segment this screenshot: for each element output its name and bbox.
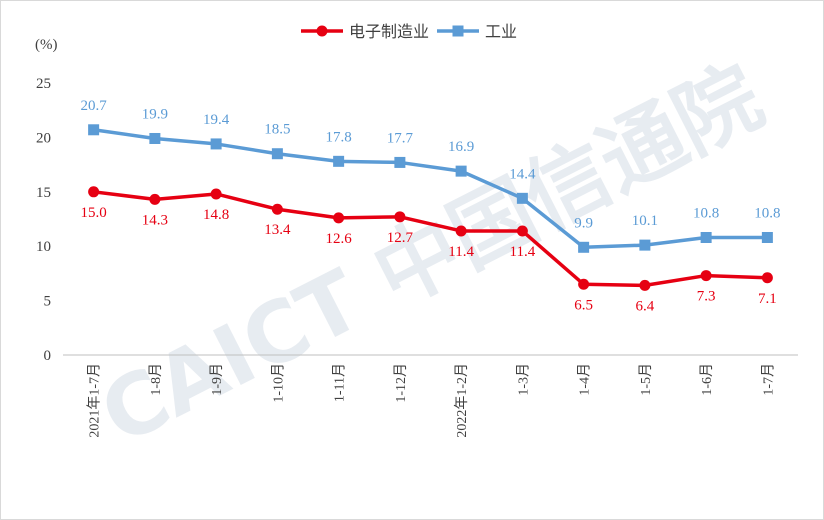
data-label: 9.9 (574, 215, 593, 231)
data-point (210, 188, 222, 200)
data-label: 17.7 (387, 130, 414, 146)
data-point (149, 193, 161, 205)
data-label: 7.1 (758, 291, 777, 307)
data-label: 10.1 (632, 213, 658, 229)
x-tick-label: 1-8月 (148, 363, 164, 396)
x-tick-label: 1-5月 (638, 363, 654, 396)
data-label: 11.4 (510, 244, 536, 260)
legend-label: 电子制造业 (349, 23, 429, 41)
legend: 电子制造业 工业 (301, 23, 517, 41)
legend-marker (452, 25, 464, 37)
data-label: 10.8 (693, 205, 719, 221)
x-tick-label: 1-6月 (699, 363, 715, 396)
data-point (455, 165, 467, 177)
data-point (578, 278, 590, 290)
data-point (333, 155, 345, 167)
data-point (761, 272, 773, 284)
data-label: 13.4 (264, 222, 291, 238)
x-tick-label: 1-3月 (515, 363, 531, 396)
y-tick-label: 25 (36, 76, 51, 92)
y-unit-label: (%) (35, 37, 58, 53)
series-line (93, 128, 768, 250)
x-tick-label: 1-9月 (209, 363, 225, 396)
y-tick-label: 10 (36, 239, 51, 255)
data-label: 20.7 (81, 98, 108, 114)
legend-item: 电子制造业 (301, 23, 429, 41)
y-tick-label: 15 (36, 185, 51, 201)
y-tick-label: 0 (44, 348, 52, 364)
y-tick-label: 20 (36, 130, 51, 146)
data-label: 15.0 (81, 205, 107, 221)
x-tick-label: 1-12月 (393, 363, 409, 403)
data-point (639, 279, 651, 291)
data-point (516, 225, 528, 237)
data-label: 18.5 (264, 122, 290, 138)
x-tick-label: 1-10月 (270, 363, 286, 403)
data-label: 12.6 (326, 231, 353, 247)
x-tick-label: 1-7月 (760, 363, 776, 396)
data-label: 14.3 (142, 212, 168, 228)
x-tick-label: 1-4月 (577, 363, 593, 396)
data-point (455, 225, 467, 237)
data-point (700, 270, 712, 282)
watermark: CAICT 中国信通院 (86, 47, 777, 464)
data-point (149, 132, 161, 144)
series-layer: 15.0 14.3 14.8 13.4 12.6 12.7 11.4 11.4 6.5 6.4 7.… (81, 98, 781, 315)
data-point (394, 211, 406, 223)
data-point (578, 241, 590, 253)
data-label: 6.4 (636, 298, 655, 314)
x-tick-label: 2021年1-7月 (87, 363, 103, 438)
legend-marker (316, 25, 328, 37)
data-label: 16.9 (448, 139, 474, 155)
data-point (394, 156, 406, 168)
data-label: 6.5 (574, 297, 593, 313)
series-industry: 20.7 19.9 19.4 18.5 17.8 17.7 16.9 14.4 9.9 10.1 1… (81, 98, 781, 253)
x-tick-label: 2022年1-2月 (454, 363, 470, 438)
data-point (271, 148, 283, 160)
data-label: 10.8 (754, 205, 780, 221)
data-label: 19.4 (203, 112, 230, 128)
series-line (93, 190, 768, 288)
data-point (516, 192, 528, 204)
legend-label: 工业 (485, 23, 517, 41)
x-axis-ticks: 2021年1-7月 1-8月 1-9月 1-10月 1-11月 1-12月 2022年1-2… (87, 363, 777, 438)
data-point (639, 239, 651, 251)
data-label: 14.4 (509, 166, 536, 182)
data-point (210, 138, 222, 150)
data-label: 17.8 (326, 129, 352, 145)
y-tick-label: 5 (44, 294, 52, 310)
data-label: 11.4 (448, 244, 474, 260)
data-point (700, 231, 712, 243)
data-label: 12.7 (387, 230, 414, 246)
x-tick-label: 1-11月 (332, 363, 348, 402)
data-point (88, 186, 100, 198)
data-label: 19.9 (142, 106, 168, 122)
data-point (271, 203, 283, 215)
data-label: 14.8 (203, 207, 229, 223)
data-point (88, 124, 100, 136)
y-axis-ticks: 0 5 10 15 20 25 (36, 76, 51, 364)
data-point (333, 212, 345, 224)
data-label: 7.3 (697, 289, 716, 305)
data-point (761, 231, 773, 243)
series-electronics: 15.0 14.3 14.8 13.4 12.6 12.7 11.4 11.4 6.5 6.4 7.… (81, 186, 777, 314)
legend-item: 工业 (437, 23, 517, 41)
